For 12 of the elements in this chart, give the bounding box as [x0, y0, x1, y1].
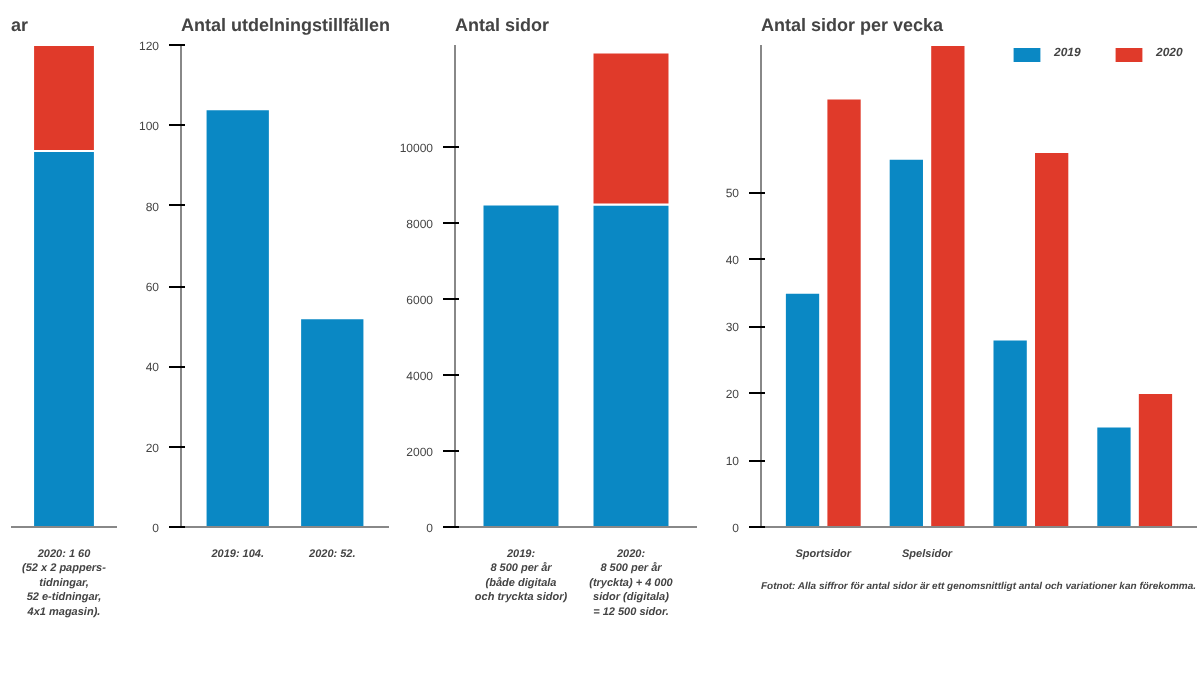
bar — [887, 157, 925, 527]
bar — [991, 338, 1029, 527]
chart-title: Antal sidor per vecka — [761, 15, 946, 35]
bar — [1095, 425, 1133, 527]
chart-title: ar — [11, 15, 30, 35]
bar — [929, 45, 967, 527]
bar — [1033, 151, 1071, 527]
bar — [1136, 392, 1175, 527]
chart-title: Antal utdelningstillfällen — [181, 15, 391, 35]
chart-title: Antal sidor — [455, 15, 550, 35]
bar — [825, 97, 863, 527]
bar — [783, 291, 822, 527]
